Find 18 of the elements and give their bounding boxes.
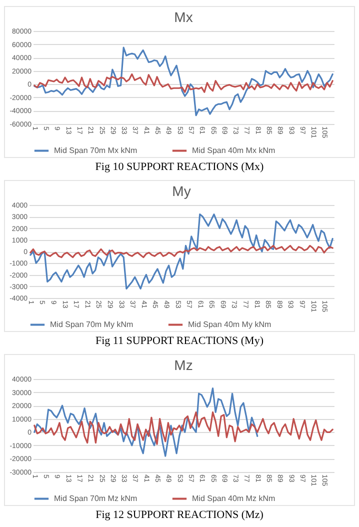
line-series [34, 46, 334, 116]
chart-title: My [172, 183, 191, 199]
legend-label: Mid Span 70m Mz kNm [54, 494, 138, 503]
legend-label: Mid Span 70m Mx kNm [54, 146, 138, 155]
legend-label: Mid Span 70m My kNm [50, 320, 134, 329]
line-series [34, 388, 258, 457]
legend-label: Mid Span 40m Mz kNm [192, 494, 276, 503]
caption: Fig 12 SUPPORT REACTIONS (Mz) [94, 509, 264, 521]
line-series [34, 73, 334, 93]
line-series [34, 411, 334, 445]
line-series [30, 244, 334, 258]
legend-label: Mid Span 40m My kNm [188, 320, 272, 329]
caption: Fig 10 SUPPORT REACTIONS (Mx) [94, 161, 265, 173]
chart-title: Mz [174, 357, 193, 373]
line-series [30, 214, 334, 290]
caption: Fig 11 SUPPORT REACTIONS (My) [94, 335, 265, 347]
chart-title: Mx [174, 9, 193, 25]
legend-label: Mid Span 40m Mx kNm [192, 146, 276, 155]
